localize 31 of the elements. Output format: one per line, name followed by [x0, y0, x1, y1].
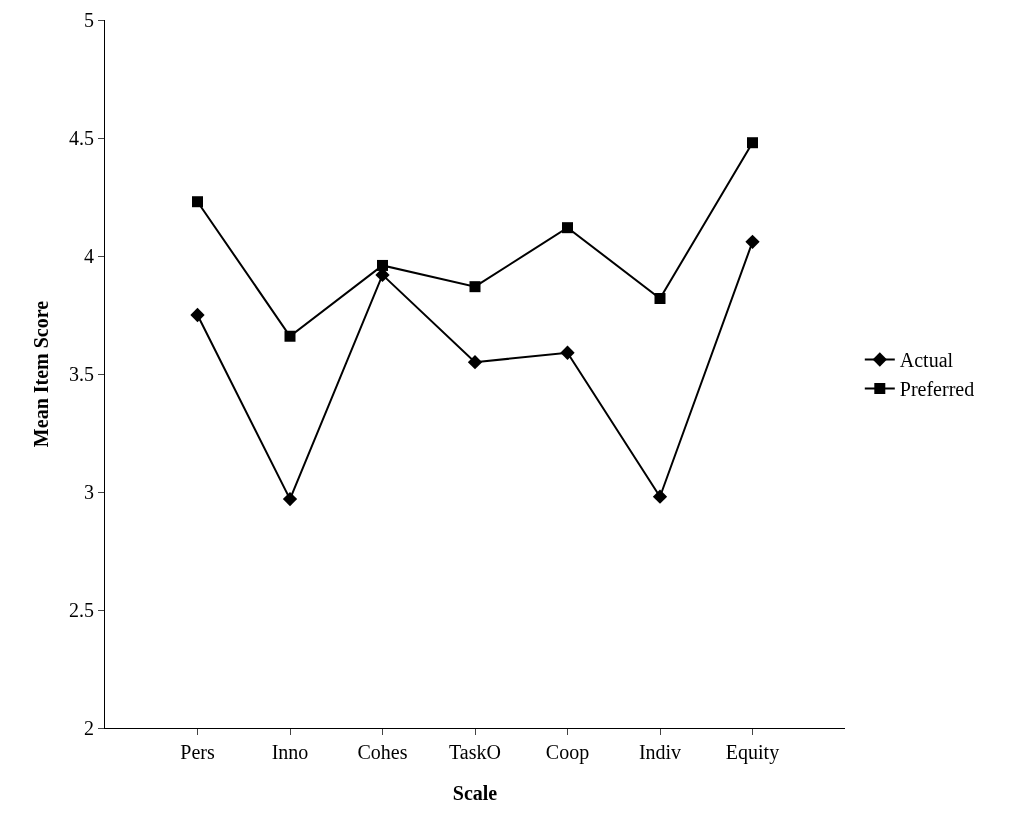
point [469, 281, 481, 293]
x-tick-label: Cohes [357, 741, 408, 763]
x-axis-title: Scale [452, 781, 498, 804]
y-tick-label: 2 [84, 717, 94, 739]
y-tick-label: 5 [84, 9, 94, 31]
x-tick-label: TaskO [449, 741, 501, 763]
y-tick-label: 2.5 [69, 599, 94, 621]
point [560, 345, 575, 360]
point [745, 234, 760, 249]
point [190, 307, 205, 323]
point [467, 355, 483, 370]
y-tick-label: 4 [84, 245, 94, 267]
point [377, 259, 388, 271]
point [652, 489, 668, 504]
point [192, 196, 203, 208]
x-tick-label: Coop [545, 741, 590, 764]
x-tick-label: Inno [271, 741, 309, 763]
y-axis-title: Mean Item Score [29, 300, 52, 448]
point [284, 330, 296, 342]
point [654, 292, 666, 304]
point [562, 222, 573, 234]
x-tick-label: Pers [180, 741, 215, 763]
point [747, 137, 758, 149]
x-tick-label: Equity [725, 741, 780, 764]
x-tick-label: Indiv [638, 741, 682, 763]
legend-label: Preferred [899, 378, 975, 401]
point [282, 491, 298, 507]
y-tick-label: 3.5 [69, 363, 94, 385]
y-tick-label: 3 [84, 481, 94, 503]
legend-label: Actual [899, 349, 954, 372]
y-tick-label: 4.5 [69, 127, 94, 149]
